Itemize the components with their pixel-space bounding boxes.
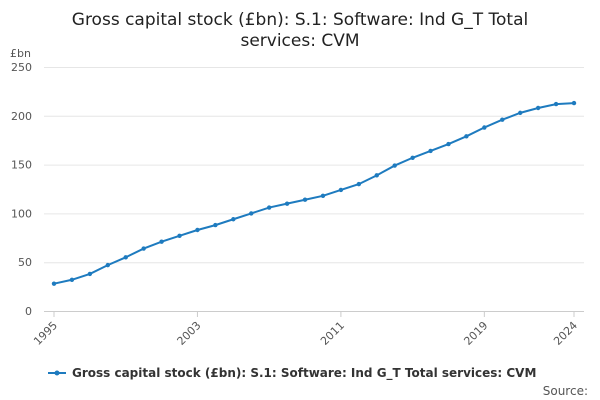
y-axis-label: £bn [10, 47, 31, 60]
data-point-2000 [141, 246, 146, 251]
x-tick-label: 2024 [551, 319, 580, 348]
data-point-2022 [535, 105, 541, 111]
x-tick-label: 2019 [461, 319, 490, 348]
y-tick-label: 0 [25, 305, 32, 318]
source-label: Source: [543, 384, 588, 398]
data-point-2010 [320, 193, 326, 199]
chart-title-line-1: Gross capital stock (£bn): S.1: Software… [72, 10, 528, 30]
data-point-2006 [249, 211, 254, 216]
y-tick-labels: 0 50 100 150 200 250 [11, 61, 32, 318]
data-point-2023 [553, 101, 559, 107]
gridlines [44, 67, 584, 264]
x-tick-label: 2003 [175, 319, 204, 348]
series-group [51, 100, 577, 286]
data-point-2001 [159, 239, 164, 244]
data-point-2018 [464, 134, 469, 139]
data-point-2013 [374, 173, 379, 178]
data-point-2008 [284, 201, 290, 206]
data-point-1997 [87, 271, 93, 277]
data-point-2015 [410, 155, 415, 160]
data-point-2019 [482, 125, 487, 130]
legend-label: Gross capital stock (£bn): S.1: Software… [72, 366, 536, 381]
data-point-2005 [231, 217, 236, 222]
data-point-1996 [69, 277, 75, 282]
y-tick-label: 100 [11, 207, 32, 220]
x-tick-labels: 1995 2003 2011 2019 2024 [31, 311, 580, 348]
y-tick-label: 250 [11, 61, 32, 74]
series-line [53, 102, 575, 285]
data-point-2011 [338, 187, 344, 193]
data-point-2003 [195, 227, 200, 233]
data-point-2016 [428, 148, 433, 154]
legend-marker-dot [54, 370, 60, 376]
data-point-2024 [571, 100, 577, 106]
data-point-2009 [302, 197, 308, 202]
data-point-2017 [446, 141, 451, 147]
legend: Gross capital stock (£bn): S.1: Software… [48, 366, 536, 381]
data-point-2002 [177, 233, 182, 239]
x-tick-label: 1995 [31, 319, 60, 348]
x-tick-label: 2011 [318, 319, 347, 348]
data-point-1995 [51, 281, 57, 286]
y-tick-label: 200 [11, 110, 32, 123]
data-point-2007 [266, 205, 272, 210]
data-point-2020 [500, 117, 505, 122]
data-point-1999 [123, 255, 128, 260]
data-point-2014 [392, 163, 397, 168]
chart-title-line-2: services: CVM [240, 31, 359, 51]
data-point-2012 [356, 181, 362, 187]
data-point-2004 [213, 222, 218, 228]
data-point-2021 [518, 110, 523, 116]
y-tick-label: 150 [11, 159, 32, 172]
data-point-1998 [105, 262, 110, 268]
y-tick-label: 50 [18, 256, 32, 269]
